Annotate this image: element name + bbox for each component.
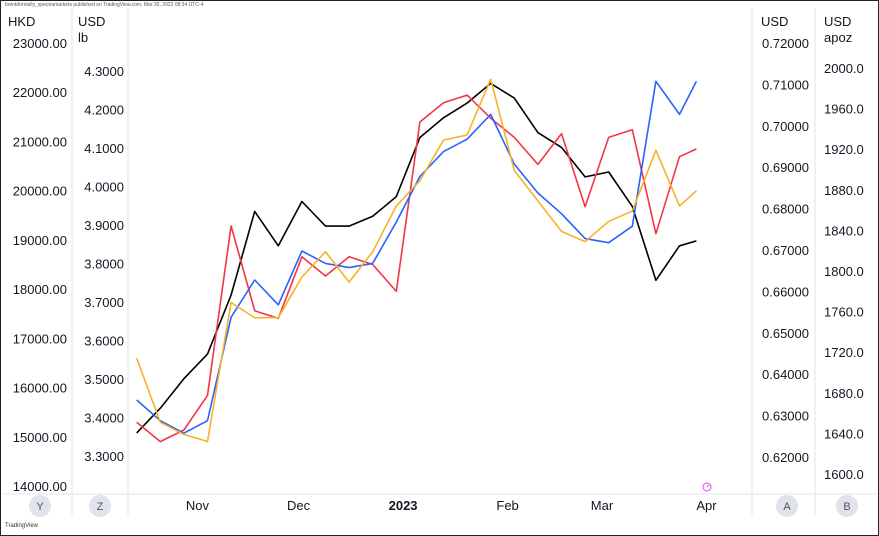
usd-tick-label: 0.62000 [762,450,809,465]
hkd-tick-label: 20000.00 [13,184,67,199]
lb-tick-label: 3.4000 [84,411,124,426]
time-tick-label: Nov [186,498,210,513]
apoz-tick-label: 1920.0 [824,142,864,157]
apoz-unit-label-2: apoz [824,30,852,45]
usd-tick-label: 0.71000 [762,77,809,92]
apoz-tick-label: 1640.0 [824,426,864,441]
hkd-series-line [136,82,697,434]
time-tick-label: Mar [591,498,614,513]
usd-tick-label: 0.67000 [762,243,809,258]
apoz-axis-ticks: 2000.0 1960.0 1920.0 1880.0 1840.0 1800.0 1760… [824,61,864,482]
apoz-series-line [135,78,697,443]
usd-tick-label: 0.64000 [762,367,809,382]
time-tick-label: Feb [496,498,518,513]
usd-tick-label: 0.63000 [762,409,809,424]
hkd-tick-label: 19000.00 [13,233,67,248]
apoz-scale-button-label: B [843,501,850,513]
apoz-tick-label: 1840.0 [824,223,864,238]
apoz-scale-button[interactable]: B [836,495,858,517]
plot-area[interactable] [135,78,698,443]
apoz-tick-label: 1600.0 [824,467,864,482]
lb-tick-label: 4.0000 [84,180,124,195]
apoz-tick-label: 1720.0 [824,345,864,360]
lb-tick-label: 3.9000 [84,218,124,233]
lb-tick-label: 3.6000 [84,334,124,349]
tradingview-logo: TradingView [5,523,39,529]
lb-tick-label: 3.3000 [84,449,124,464]
usd-tick-label: 0.69000 [762,160,809,175]
time-tick-label: Dec [287,498,311,513]
hkd-tick-label: 14000.00 [13,479,67,494]
hkd-unit-label: HKD [8,14,35,29]
apoz-unit-label: USD [824,14,851,29]
hkd-scale-button-label: Y [36,501,44,513]
usd-tick-label: 0.68000 [762,202,809,217]
usd-scale-button-label: A [783,501,791,513]
apoz-tick-label: 1960.0 [824,102,864,117]
usd-axis-ticks: 0.72000 0.71000 0.70000 0.69000 0.68000 0.670… [762,36,809,465]
time-tick-label: Apr [696,498,717,513]
usd-tick-label: 0.70000 [762,119,809,134]
lb-tick-label: 3.8000 [84,257,124,272]
lb-unit-label-2: lb [78,30,88,45]
apoz-tick-label: 1760.0 [824,305,864,320]
lb-tick-label: 3.5000 [84,372,124,387]
lb-scale-button-label: Z [97,501,104,513]
usd-tick-label: 0.65000 [762,326,809,341]
usd-series-line [136,80,698,435]
usd-tick-label: 0.66000 [762,284,809,299]
hkd-tick-label: 23000.00 [13,36,67,51]
time-tick-label: 2023 [389,498,418,513]
hkd-scale-button[interactable]: Y [29,495,51,517]
lb-tick-label: 3.7000 [84,295,124,310]
hkd-tick-label: 21000.00 [13,134,67,149]
time-axis-ticks: Nov Dec 2023 Feb Mar Apr [186,498,717,513]
clock-icon[interactable] [702,482,712,492]
apoz-tick-label: 1680.0 [824,386,864,401]
lb-scale-button[interactable]: Z [89,495,111,517]
usd-unit-label: USD [761,14,788,29]
hkd-tick-label: 15000.00 [13,430,67,445]
usd-tick-label: 0.72000 [762,36,809,51]
hkd-tick-label: 16000.00 [13,381,67,396]
publisher-note: brentdonnelly_spectramarkets published o… [5,2,204,8]
apoz-tick-label: 1880.0 [824,183,864,198]
usd-scale-button[interactable]: A [776,495,798,517]
apoz-tick-label: 2000.0 [824,61,864,76]
apoz-tick-label: 1800.0 [824,264,864,279]
lb-unit-label: USD [78,14,105,29]
lb-axis-ticks: 4.3000 4.2000 4.1000 4.0000 3.9000 3.8000 3.70… [84,64,124,464]
hkd-tick-label: 17000.00 [13,331,67,346]
lb-tick-label: 4.1000 [84,141,124,156]
hkd-axis-ticks: 23000.00 22000.00 21000.00 20000.00 19000.00… [13,36,67,494]
lb-series-line [136,94,697,443]
lb-tick-label: 4.2000 [84,103,124,118]
hkd-tick-label: 18000.00 [13,282,67,297]
hkd-tick-label: 22000.00 [13,85,67,100]
lb-tick-label: 4.3000 [84,64,124,79]
